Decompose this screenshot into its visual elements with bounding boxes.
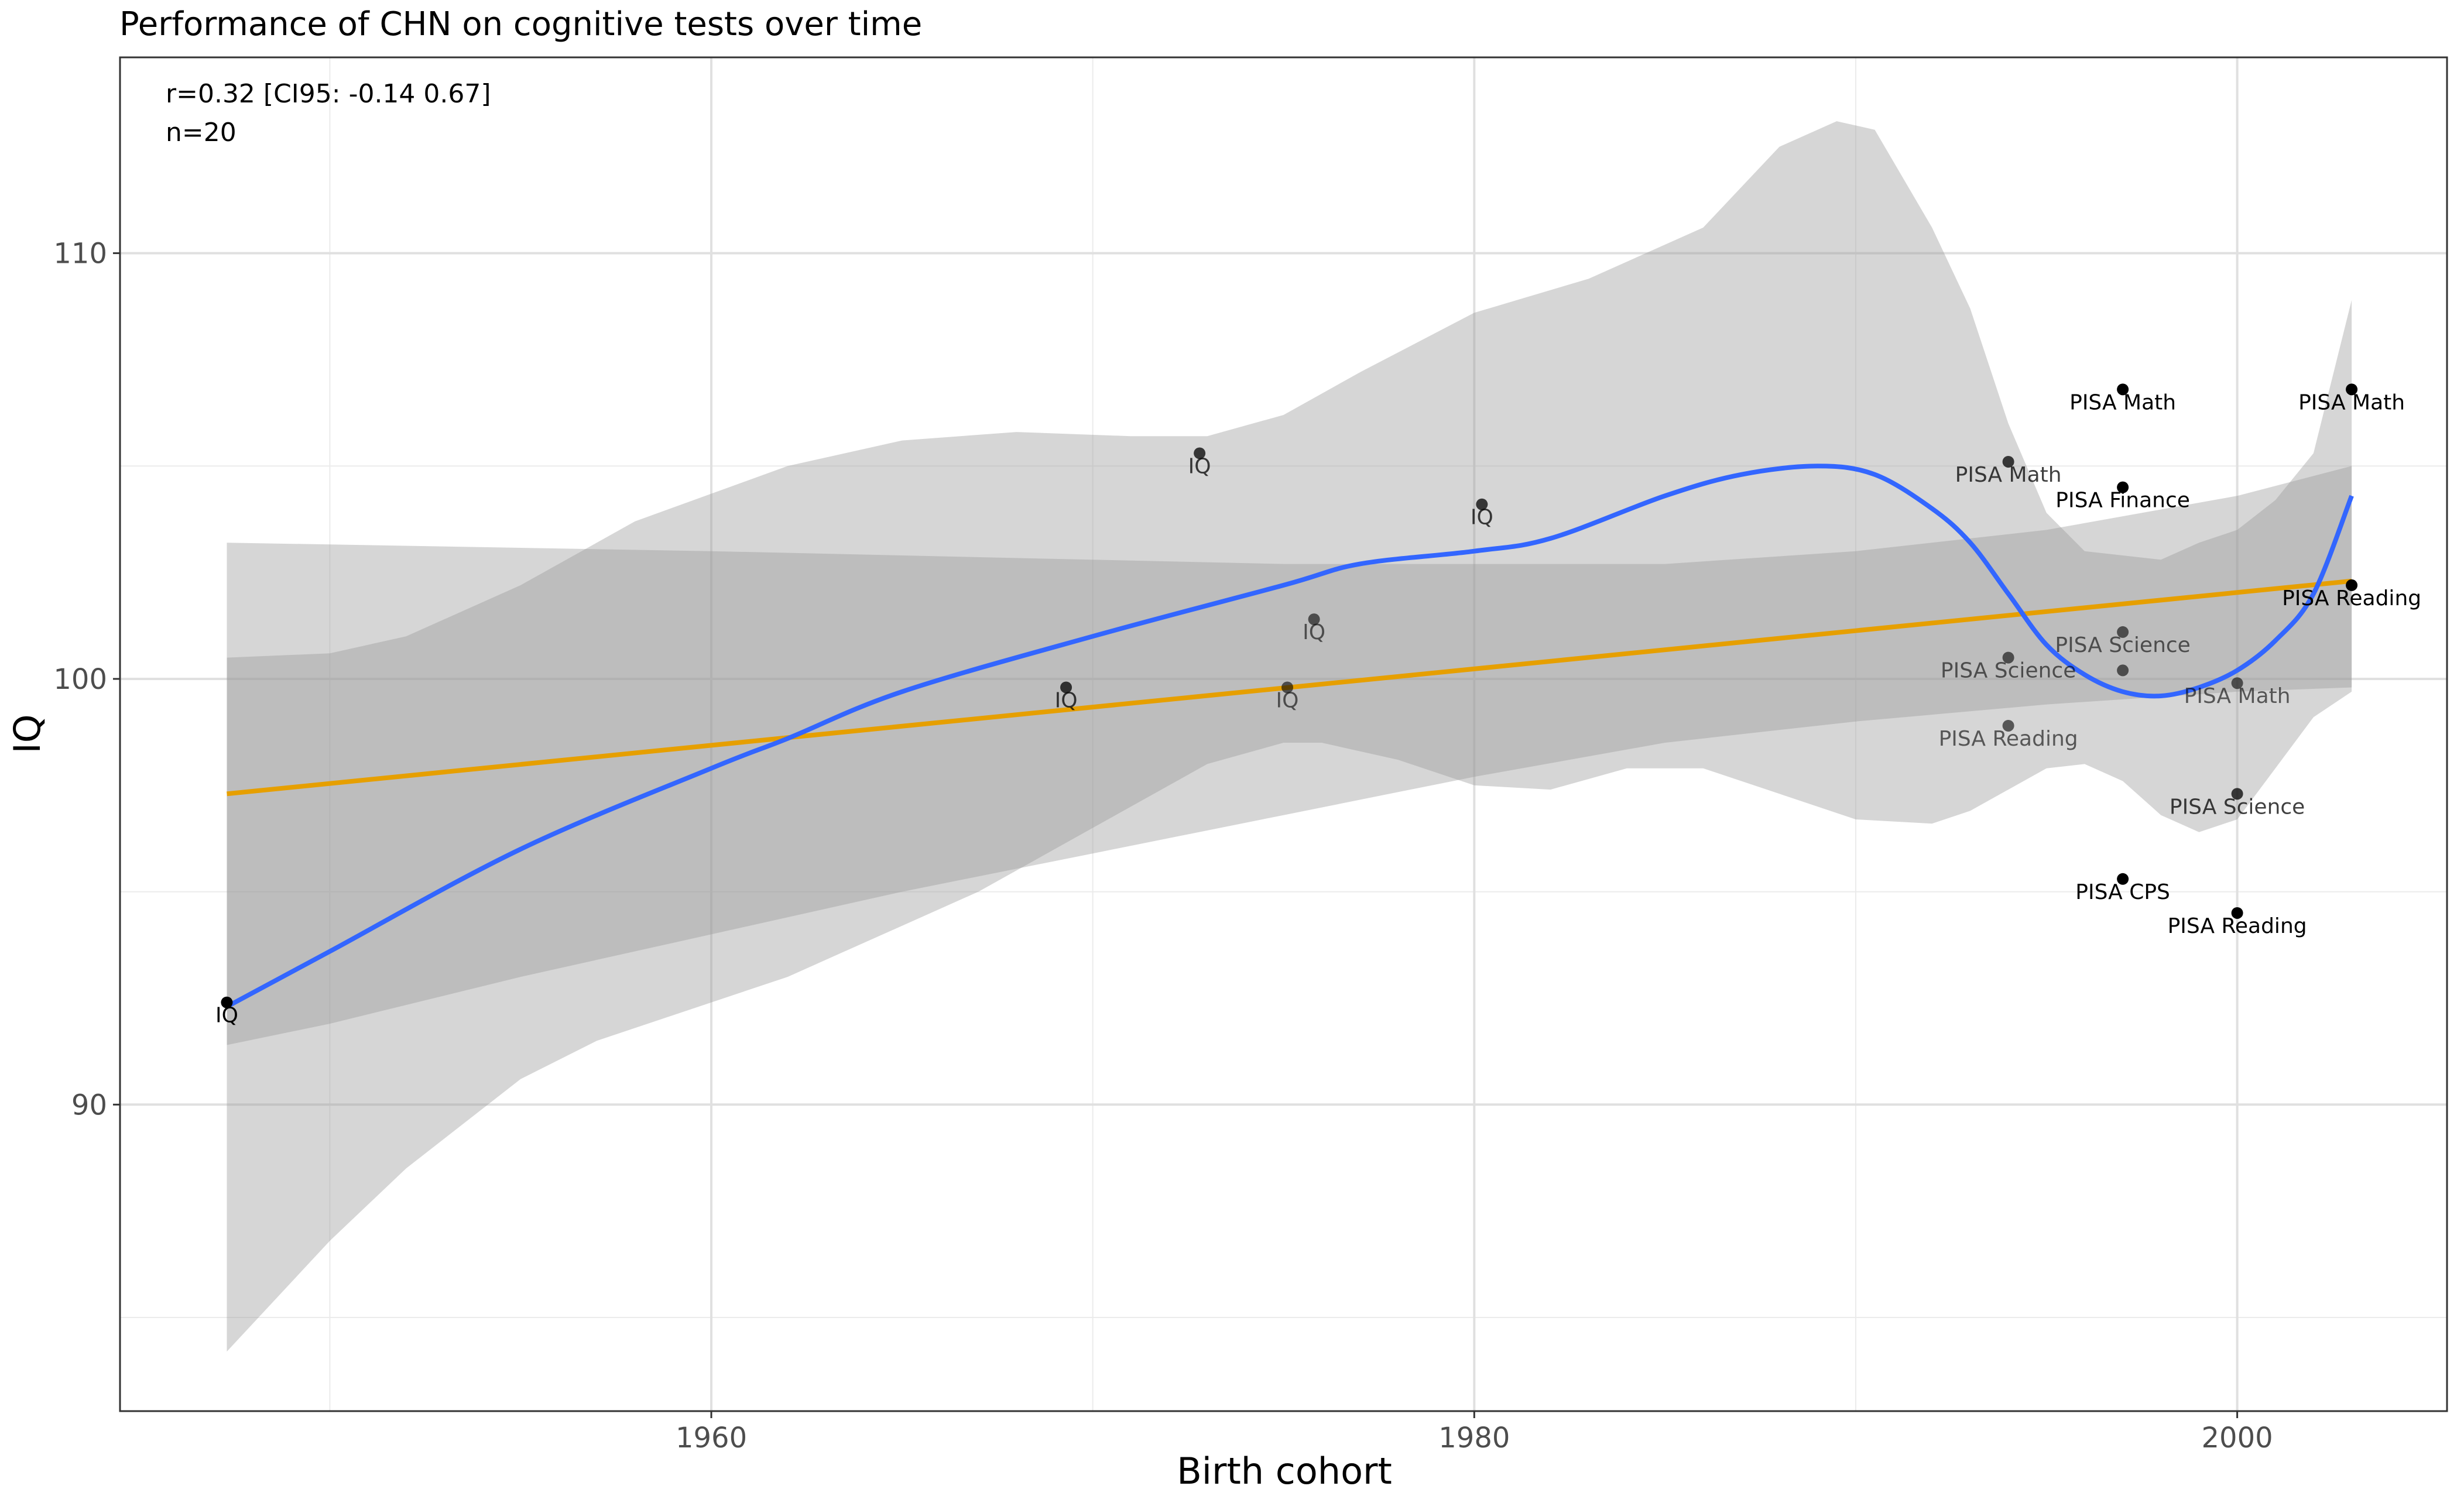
data-points: [221, 383, 2358, 1008]
data-point: [2346, 579, 2358, 591]
data-point: [2117, 481, 2129, 493]
x-tick-label: 1960: [676, 1422, 747, 1454]
data-point: [1194, 447, 1206, 459]
grid-lines: [120, 57, 2447, 1411]
data-point: [2117, 664, 2129, 677]
data-point: [1476, 498, 1488, 510]
data-point: [1281, 681, 1294, 694]
point-labels: IQ IQ IQ IQ IQ IQ PISA Math PISA Science PISA Re…: [215, 390, 2421, 1027]
point-label: PISA Finance: [2055, 489, 2190, 513]
y-tick-label: 100: [53, 663, 107, 696]
data-point: [2231, 907, 2243, 919]
point-label: IQ: [1188, 454, 1211, 478]
data-point: [2117, 383, 2129, 396]
point-label: PISA CPS: [2075, 880, 2170, 904]
point-label: IQ: [1471, 506, 1493, 530]
data-point: [1060, 681, 1072, 694]
data-point: [2002, 455, 2014, 468]
plot-area: IQ IQ IQ IQ IQ IQ PISA Math PISA Science PISA Re…: [119, 56, 2448, 1412]
x-tick-label: 2000: [2202, 1422, 2273, 1454]
point-label: PISA Math: [2184, 684, 2291, 708]
data-point: [2002, 719, 2014, 732]
chart-title: Performance of CHN on cognitive tests ov…: [119, 5, 922, 43]
data-point: [2231, 788, 2243, 800]
y-tick-label: 110: [53, 238, 107, 270]
loess-confidence-band: [227, 121, 2352, 1352]
point-label: PISA Math: [2298, 390, 2405, 414]
data-point: [1308, 613, 1320, 626]
data-point: [2231, 677, 2243, 689]
point-label: PISA Reading: [2168, 914, 2307, 938]
x-tick-label: 1980: [1438, 1422, 1510, 1454]
data-point: [2117, 873, 2129, 885]
data-point: [2002, 651, 2014, 664]
stats-annotation: r=0.32 [CI95: -0.14 0.67] n=20: [166, 79, 491, 147]
point-label: IQ: [1055, 688, 1078, 712]
annotation-n: n=20: [166, 118, 237, 147]
linear-confidence-band: [227, 466, 2352, 1045]
plot-background: [120, 57, 2447, 1411]
point-label: PISA Reading: [1939, 727, 2078, 751]
x-axis: 1960 1980 2000: [676, 1411, 2273, 1454]
point-label: IQ: [1276, 688, 1299, 712]
point-label: PISA Reading: [2282, 586, 2421, 610]
point-label: PISA Science: [2170, 795, 2305, 819]
data-point: [2346, 383, 2358, 396]
point-label: PISA Math: [1955, 463, 2062, 487]
y-axis-title: IQ: [6, 714, 49, 753]
y-axis: 90 100 110: [53, 238, 120, 1121]
point-label: PISA Science: [1941, 659, 2076, 683]
point-label: PISA Science: [2055, 633, 2190, 657]
data-point: [2117, 626, 2129, 638]
point-label: PISA Math: [2069, 390, 2176, 414]
point-label: IQ: [215, 1004, 238, 1028]
annotation-correlation: r=0.32 [CI95: -0.14 0.67]: [166, 79, 491, 109]
x-axis-title: Birth cohort: [1177, 1450, 1392, 1492]
data-point: [221, 996, 233, 1008]
plot-border: [119, 56, 2448, 1412]
y-tick-label: 90: [71, 1089, 107, 1121]
loess-fit-line: [225, 464, 2354, 1009]
point-label: IQ: [1303, 620, 1325, 644]
confidence-ribbons: [227, 121, 2352, 1352]
